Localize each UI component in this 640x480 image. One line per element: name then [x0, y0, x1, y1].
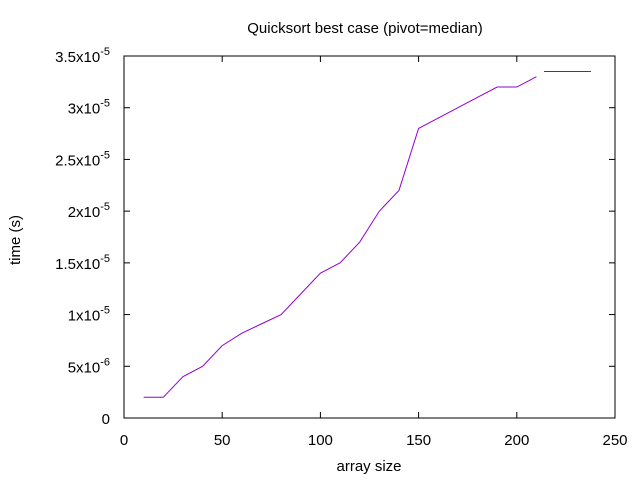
chart-title: Quicksort best case (pivot=median) — [247, 20, 483, 37]
y-tick-label-exponent: -5 — [100, 149, 110, 161]
y-tick-label-base: 3x10 — [68, 101, 101, 118]
plot-border — [123, 55, 616, 419]
y-tick-label-base: 3.5x10 — [55, 49, 100, 66]
y-tick-label-exponent: -5 — [100, 46, 110, 58]
y-tick-label-exponent: -6 — [100, 356, 110, 368]
y-tick-label-exponent: -5 — [100, 98, 110, 110]
y-tick-label: 3.5x10-5 — [55, 46, 110, 66]
x-tick-label: 150 — [406, 432, 431, 449]
y-tick-label-base: 5x10 — [68, 359, 101, 376]
series-line — [143, 76, 537, 398]
y-tick-label: 2.5x10-5 — [55, 149, 110, 169]
y-tick-label-exponent: -5 — [100, 253, 110, 265]
y-tick-label-base: 2.5x10 — [55, 152, 100, 169]
y-axis-ticks: 05x10-61x10-51.5x10-52x10-52.5x10-53x10-… — [55, 46, 615, 428]
x-axis-ticks: 0 50 100 150 200 250 — [120, 56, 628, 449]
y-tick-label-base: 1x10 — [68, 308, 101, 325]
y-axis-label: time (s) — [7, 215, 24, 265]
x-tick-label: 100 — [308, 432, 333, 449]
x-tick-label: 250 — [602, 432, 627, 449]
y-tick-label-base: 1.5x10 — [55, 256, 100, 273]
y-tick-label-exponent: -5 — [100, 305, 110, 317]
y-tick-label: 1x10-5 — [68, 305, 110, 325]
x-tick-label: 50 — [214, 432, 231, 449]
x-tick-label: 0 — [120, 432, 128, 449]
y-tick-label: 2x10-5 — [68, 201, 110, 221]
x-tick-label: 200 — [504, 432, 529, 449]
y-tick-label: 1.5x10-5 — [55, 253, 110, 273]
y-tick-label: 3x10-5 — [68, 98, 110, 118]
series-layer — [143, 76, 537, 398]
y-tick-label: 5x10-6 — [68, 356, 110, 376]
y-tick-label-base: 0 — [102, 411, 110, 428]
y-tick-label-exponent: -5 — [100, 201, 110, 213]
y-tick-label: 0 — [102, 411, 110, 428]
y-tick-label-base: 2x10 — [68, 204, 101, 221]
x-axis-label: array size — [336, 458, 401, 475]
